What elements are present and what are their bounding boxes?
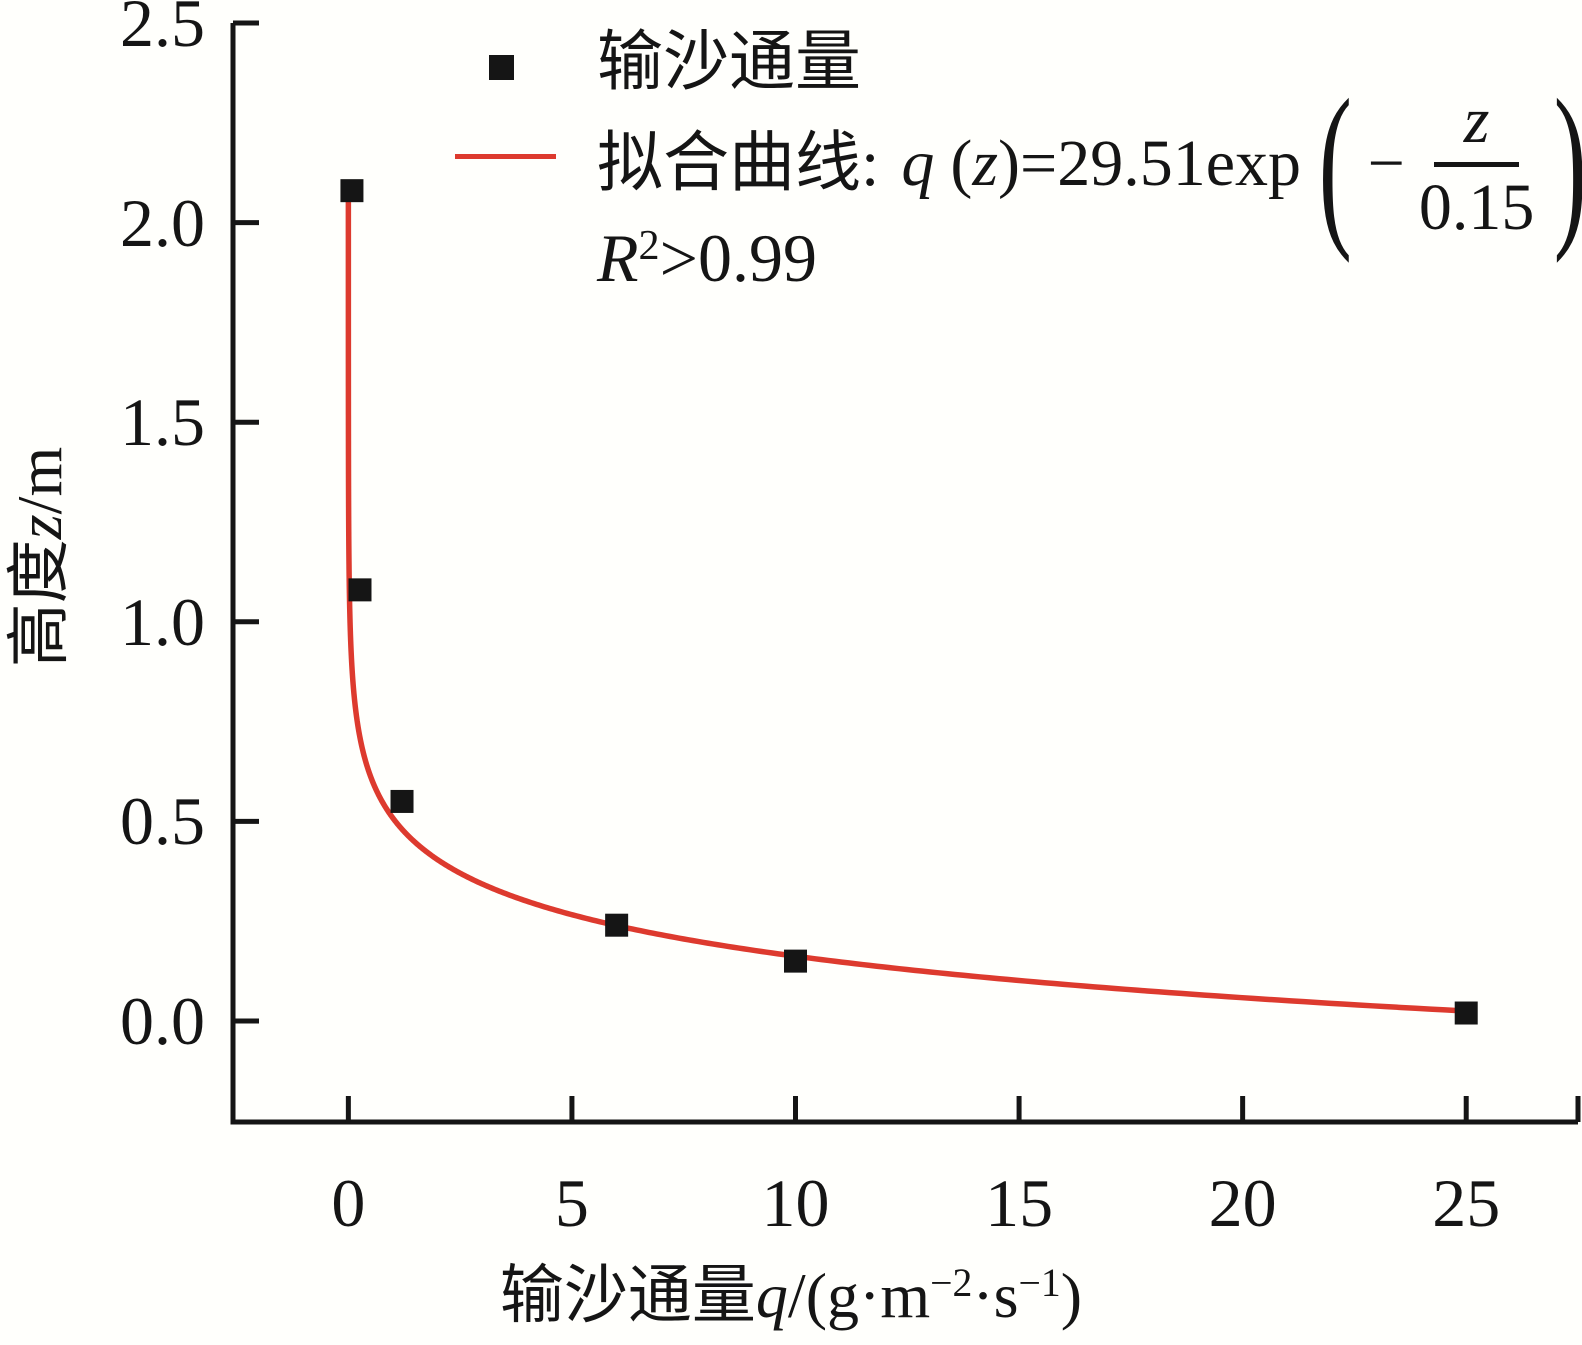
fit-curve-line (345, 186, 1476, 1015)
y-tick-label: 2.0 (120, 184, 205, 261)
x-tick-label: 10 (761, 1165, 830, 1241)
x-axis-title: 输沙通量q/(g·m−2·s−1) (0, 1256, 1582, 1344)
fit-minus-sign: − (1367, 127, 1405, 200)
y-tick-label: 0.0 (120, 983, 205, 1059)
data-point-marker (390, 789, 414, 813)
x-title-superscript-1: −2 (930, 1261, 973, 1306)
fit-paren-z-open: ( (950, 127, 973, 200)
r-symbol: R (597, 220, 639, 296)
fraction-numerator: z (1433, 85, 1520, 167)
fraction-denominator: 0.15 (1418, 170, 1535, 244)
y-title-unit: /m (4, 446, 75, 515)
fit-var-q: q (901, 127, 935, 200)
fit-label: 拟合曲线 (597, 127, 861, 200)
data-point-marker (348, 578, 372, 602)
y-title-variable: z (4, 514, 75, 540)
x-tick-label: 5 (554, 1165, 589, 1241)
legend-r-squared: R2>0.99 (597, 222, 817, 304)
legend-square-marker-icon (489, 55, 514, 80)
r-exponent: 2 (638, 222, 660, 270)
axis-lines (230, 23, 1578, 1125)
x-tick-label: 15 (985, 1165, 1054, 1241)
fit-big-paren-open: ( (1318, 63, 1352, 264)
data-point-marker (784, 949, 808, 973)
x-title-variable: q (755, 1260, 788, 1331)
legend-series1-label: 输沙通量 (597, 26, 861, 99)
x-title-cjk: 输沙通量 (499, 1260, 756, 1331)
fit-colon: : (861, 127, 880, 200)
y-title-cjk: 高度 (4, 539, 75, 668)
x-tick-label: 25 (1432, 1165, 1501, 1241)
y-tick-label: 0.5 (120, 783, 205, 860)
x-title-unit: /(g·m (787, 1260, 931, 1331)
legend-fit-equation: 拟合曲线:q(z)=29.51exp(−z0.15) (597, 58, 1582, 270)
y-tick-label: 1.0 (120, 583, 205, 660)
y-axis-title: 高度z/m (4, 446, 75, 668)
x-tick-label: 0 (331, 1165, 366, 1241)
r-value: >0.99 (659, 220, 817, 296)
fit-coefficient: 29.51exp (1057, 127, 1302, 200)
fit-big-paren-close: ) (1554, 64, 1582, 264)
fit-var-z: z (972, 127, 999, 200)
fit-fraction: z 0.15 (1418, 85, 1535, 244)
x-tick-label: 20 (1208, 1165, 1277, 1241)
x-title-unit-2: ·s (972, 1260, 1019, 1331)
data-point-marker (1454, 1001, 1478, 1025)
y-tick-label: 1.5 (120, 384, 205, 461)
fit-equals: )= (998, 127, 1058, 200)
x-title-superscript-2: −1 (1018, 1261, 1061, 1306)
data-point-marker (340, 179, 364, 203)
legend-fit-line-icon (455, 154, 556, 159)
data-point-marker (605, 913, 629, 937)
x-title-unit-3: ) (1060, 1260, 1083, 1331)
y-tick-label: 2.5 (120, 0, 205, 61)
